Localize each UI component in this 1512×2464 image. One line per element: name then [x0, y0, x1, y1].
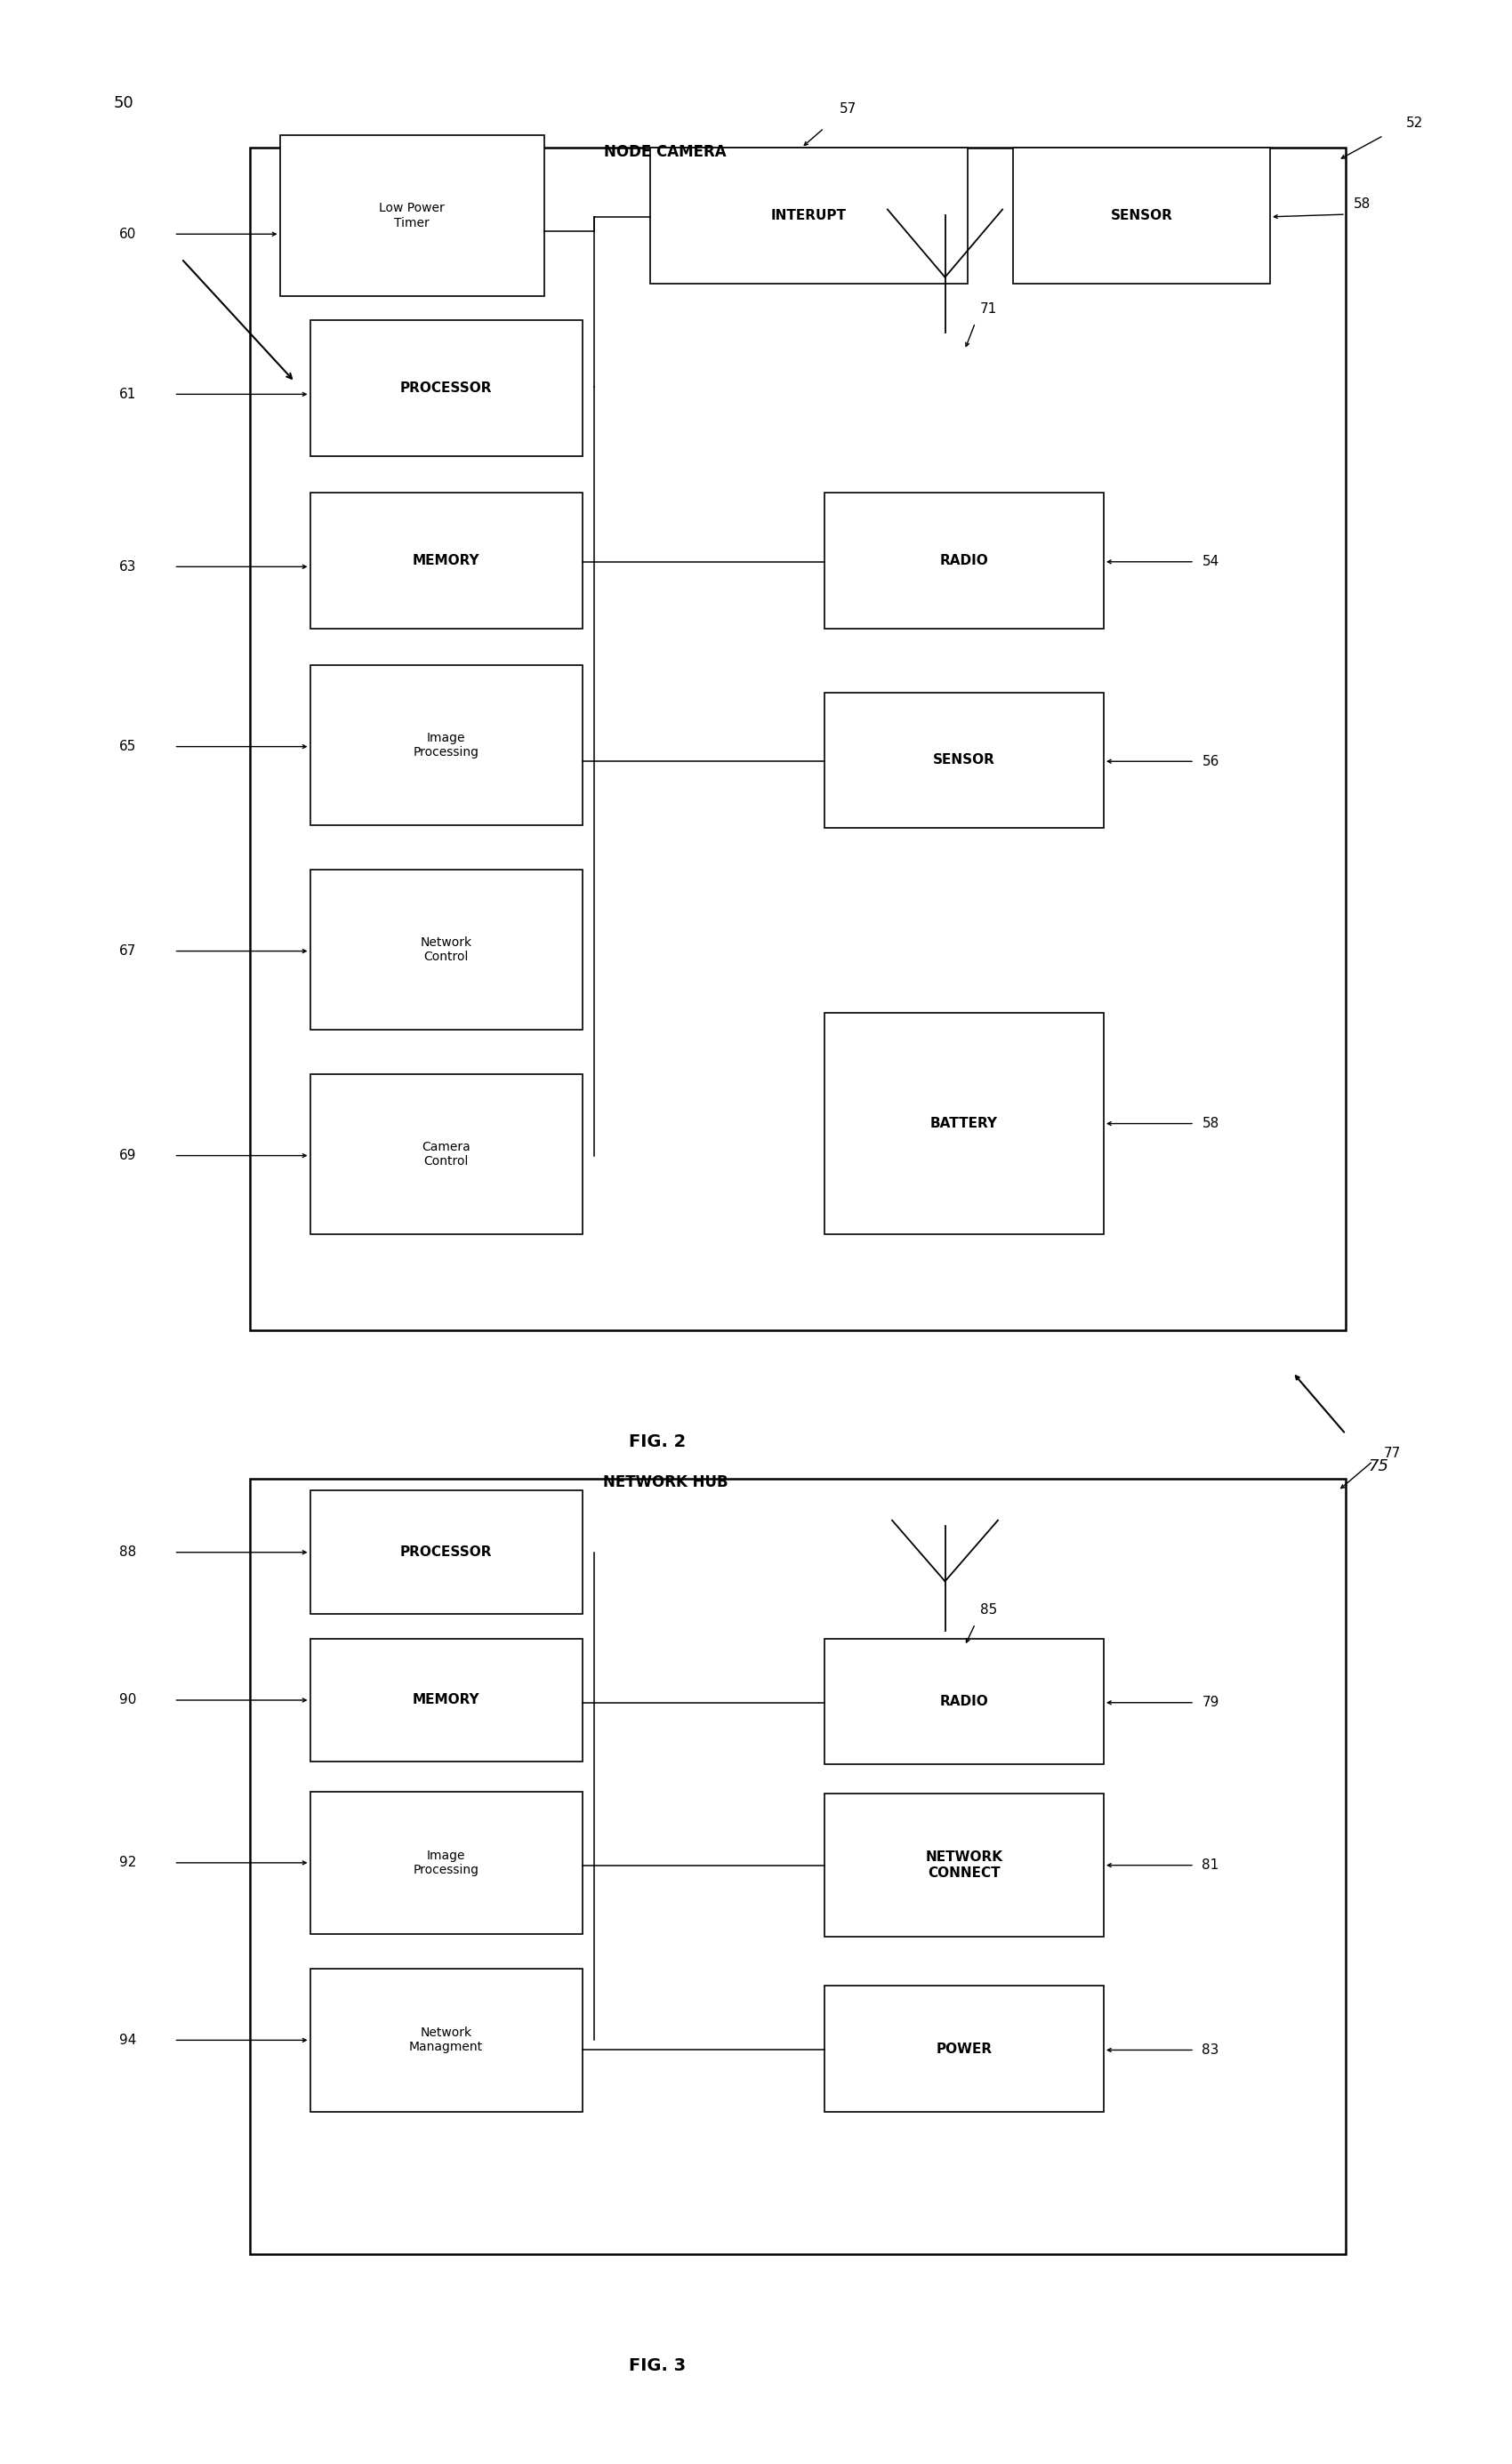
Bar [280, 136, 544, 296]
Text: PROCESSOR: PROCESSOR [401, 382, 491, 394]
Text: Camera
Control: Camera Control [422, 1141, 470, 1168]
Text: INTERUPT: INTERUPT [771, 209, 847, 222]
Text: 77: 77 [1383, 1446, 1400, 1461]
Text: 75: 75 [1368, 1459, 1390, 1473]
Text: 71: 71 [980, 303, 996, 315]
Text: NODE CAMERA: NODE CAMERA [605, 145, 726, 160]
Text: Network
Managment: Network Managment [410, 2028, 482, 2053]
Text: PROCESSOR: PROCESSOR [401, 1545, 491, 1560]
Bar [1013, 148, 1270, 283]
Text: 90: 90 [119, 1693, 136, 1708]
Bar [824, 1013, 1104, 1234]
Text: RADIO: RADIO [939, 1695, 989, 1708]
Text: 88: 88 [119, 1545, 136, 1560]
Text: 60: 60 [119, 227, 136, 241]
Bar [310, 320, 582, 456]
Text: NETWORK
CONNECT: NETWORK CONNECT [925, 1850, 1002, 1880]
Text: 92: 92 [119, 1855, 136, 1870]
Text: MEMORY: MEMORY [413, 1693, 479, 1708]
Bar [310, 1791, 582, 1934]
Bar [310, 665, 582, 825]
Bar [249, 1478, 1346, 2255]
Text: FIG. 3: FIG. 3 [629, 2358, 686, 2373]
Text: 67: 67 [119, 944, 136, 958]
Text: 79: 79 [1202, 1695, 1219, 1710]
Bar [824, 1639, 1104, 1764]
Text: POWER: POWER [936, 2043, 992, 2055]
Text: 61: 61 [119, 387, 136, 402]
Text: SENSOR: SENSOR [1110, 209, 1173, 222]
Text: 58: 58 [1353, 197, 1370, 212]
Bar [310, 1074, 582, 1234]
Bar [310, 1969, 582, 2112]
Bar [310, 1639, 582, 1762]
Text: SENSOR: SENSOR [933, 754, 995, 766]
Text: NETWORK HUB: NETWORK HUB [603, 1476, 727, 1491]
Text: FIG. 2: FIG. 2 [629, 1434, 686, 1449]
Text: 83: 83 [1202, 2043, 1219, 2057]
Text: 65: 65 [119, 739, 136, 754]
Text: Image
Processing: Image Processing [413, 732, 479, 759]
Bar [824, 692, 1104, 828]
Bar [824, 1794, 1104, 1937]
Bar [310, 870, 582, 1030]
Bar [310, 493, 582, 628]
Text: RADIO: RADIO [939, 554, 989, 567]
Text: 50: 50 [113, 96, 133, 111]
Text: Image
Processing: Image Processing [413, 1850, 479, 1875]
Text: 63: 63 [119, 559, 136, 574]
Text: 58: 58 [1202, 1116, 1219, 1131]
Text: 81: 81 [1202, 1858, 1219, 1873]
Bar [249, 148, 1346, 1331]
Text: 54: 54 [1202, 554, 1219, 569]
Bar [310, 1491, 582, 1614]
Text: Low Power
Timer: Low Power Timer [380, 202, 445, 229]
Bar [824, 493, 1104, 628]
Text: 56: 56 [1202, 754, 1219, 769]
Text: BATTERY: BATTERY [930, 1116, 998, 1131]
Text: 69: 69 [119, 1148, 136, 1163]
Text: 94: 94 [119, 2033, 136, 2048]
Text: 85: 85 [980, 1604, 996, 1616]
Bar [824, 1986, 1104, 2112]
Text: 52: 52 [1406, 116, 1423, 131]
Bar [650, 148, 968, 283]
Text: Network
Control: Network Control [420, 936, 472, 963]
Text: MEMORY: MEMORY [413, 554, 479, 567]
Text: 57: 57 [839, 103, 856, 116]
